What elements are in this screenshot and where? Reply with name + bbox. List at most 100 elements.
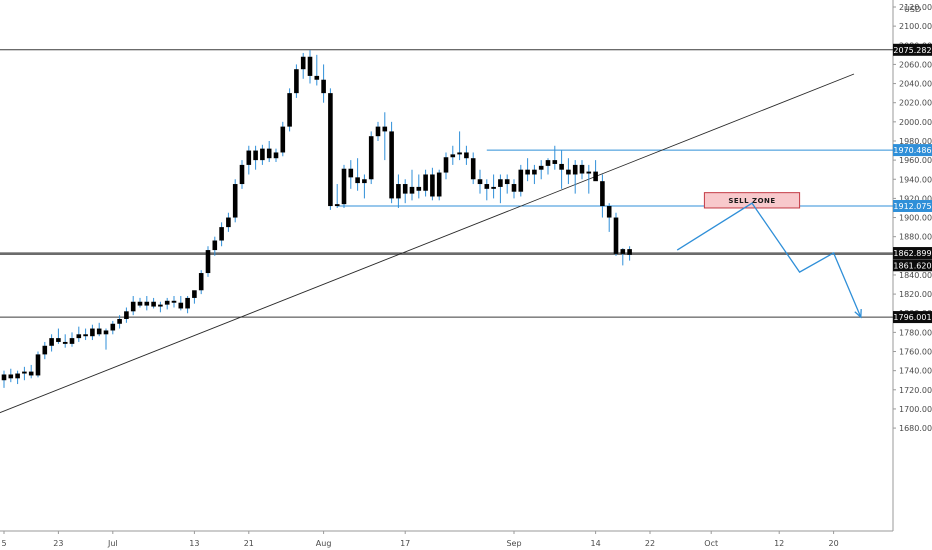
y-tick-label: 1880.000 bbox=[899, 233, 932, 242]
candle-body bbox=[1, 374, 7, 381]
price-level-tag bbox=[893, 199, 932, 212]
candle-body bbox=[110, 323, 116, 331]
candle-body bbox=[538, 165, 544, 170]
y-tick-label: 1760.000 bbox=[899, 348, 932, 357]
candle-body bbox=[192, 290, 197, 298]
x-tick-label: Aug bbox=[316, 539, 332, 548]
y-tick-label: 2020.000 bbox=[899, 99, 932, 108]
candle-body bbox=[552, 160, 558, 164]
projection-arrow-head bbox=[854, 309, 862, 319]
candle-body bbox=[436, 172, 442, 197]
candle-body bbox=[572, 164, 578, 175]
candle-body bbox=[423, 174, 428, 191]
candle-body bbox=[124, 311, 129, 319]
y-tick-label: 2120.000 bbox=[899, 3, 932, 12]
candle-body bbox=[382, 126, 388, 132]
y-tick-label: 1820.000 bbox=[899, 290, 932, 299]
x-tick-label: 21 bbox=[244, 539, 254, 548]
candle-body bbox=[246, 150, 252, 165]
candle-body bbox=[90, 328, 95, 337]
price-level-tag bbox=[893, 247, 932, 260]
price-level-tag-label: 1861.620 bbox=[893, 261, 931, 270]
y-tick-label: 1960.000 bbox=[899, 156, 932, 165]
trendline bbox=[0, 73, 855, 414]
candle-body bbox=[341, 168, 347, 205]
currency-label: USD bbox=[904, 5, 921, 14]
candle-body bbox=[300, 56, 306, 70]
x-tick-label: Sep bbox=[506, 539, 521, 548]
candle-body bbox=[15, 373, 20, 379]
y-tick-label: 1740.000 bbox=[899, 367, 932, 376]
candle-body bbox=[430, 174, 435, 197]
candle-body bbox=[443, 157, 449, 173]
candle-body bbox=[321, 79, 326, 94]
sell-zone-label: SELL ZONE bbox=[728, 197, 775, 205]
y-tick-label: 1920.000 bbox=[899, 194, 932, 203]
price-level-tag-label: 1912.075 bbox=[893, 202, 931, 211]
candle-body bbox=[348, 168, 354, 178]
candle-body bbox=[28, 371, 34, 376]
candle-body bbox=[49, 338, 54, 346]
candle-body bbox=[253, 150, 258, 161]
candle-body bbox=[69, 338, 75, 344]
y-tick-label: 2060.000 bbox=[899, 60, 932, 69]
candle-body bbox=[35, 354, 41, 376]
candle-body bbox=[137, 301, 143, 306]
candle-body bbox=[185, 297, 190, 309]
candle-body bbox=[22, 371, 27, 374]
candle-body bbox=[314, 75, 320, 80]
candle-body bbox=[76, 334, 82, 339]
candle-body bbox=[8, 374, 14, 379]
candle-body bbox=[525, 169, 530, 175]
candle-body bbox=[491, 186, 496, 189]
price-level-tag-label: 2075.282 bbox=[893, 46, 931, 55]
y-tick-label: 1700.000 bbox=[899, 405, 932, 414]
candle-body bbox=[362, 179, 367, 184]
y-tick-label: 1940.000 bbox=[899, 175, 932, 184]
y-tick-label: 1980.000 bbox=[899, 137, 932, 146]
candle-body bbox=[280, 126, 286, 153]
candle-body bbox=[559, 163, 564, 170]
candle-body bbox=[171, 300, 177, 303]
candle-body bbox=[287, 93, 292, 127]
candle-body bbox=[402, 184, 408, 194]
candle-body bbox=[158, 304, 163, 307]
y-tick-label: 2000.000 bbox=[899, 118, 932, 127]
candle-body bbox=[477, 179, 483, 185]
candle-body bbox=[593, 171, 598, 182]
candle-body bbox=[205, 250, 211, 274]
x-tick-label: 17 bbox=[400, 539, 410, 548]
candle-body bbox=[294, 69, 299, 94]
candle-body bbox=[164, 300, 170, 305]
x-tick-label: Jul bbox=[107, 539, 118, 548]
candle-body bbox=[620, 249, 626, 254]
candle-body bbox=[198, 273, 204, 291]
candle-body bbox=[307, 56, 313, 76]
candle-body bbox=[62, 341, 68, 344]
candle-body bbox=[83, 334, 88, 337]
price-level-tag bbox=[893, 311, 932, 324]
sell-zone-box bbox=[703, 192, 801, 209]
candle-body bbox=[409, 186, 415, 194]
price-level-tag-label: 1970.486 bbox=[893, 146, 931, 155]
price-level-tag bbox=[893, 43, 932, 56]
x-tick-label: 5 bbox=[1, 539, 6, 548]
candle-body bbox=[504, 179, 510, 185]
projection-path bbox=[676, 202, 862, 318]
candle-body bbox=[103, 330, 109, 335]
candle-body bbox=[117, 318, 122, 324]
price-level-tag bbox=[893, 259, 932, 272]
candle-body bbox=[239, 164, 245, 185]
candle-body bbox=[532, 169, 537, 175]
candle-body bbox=[464, 152, 469, 159]
candle-body bbox=[212, 240, 218, 251]
x-tick-label: 23 bbox=[53, 539, 63, 548]
x-tick-label: 12 bbox=[774, 539, 784, 548]
y-tick-label: 1680.000 bbox=[899, 424, 932, 433]
candle-body bbox=[389, 131, 394, 199]
candle-body bbox=[518, 169, 524, 192]
candle-body bbox=[470, 158, 476, 180]
candle-body bbox=[586, 171, 592, 174]
x-tick-label: 22 bbox=[645, 539, 655, 548]
